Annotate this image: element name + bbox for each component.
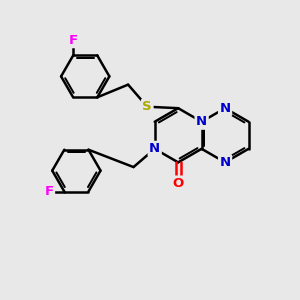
Text: O: O — [172, 177, 184, 190]
Text: N: N — [196, 115, 207, 128]
Text: N: N — [220, 102, 231, 115]
Text: N: N — [220, 156, 231, 169]
Text: F: F — [69, 34, 78, 47]
Text: S: S — [142, 100, 152, 113]
Text: N: N — [149, 142, 160, 155]
Text: F: F — [44, 185, 54, 198]
